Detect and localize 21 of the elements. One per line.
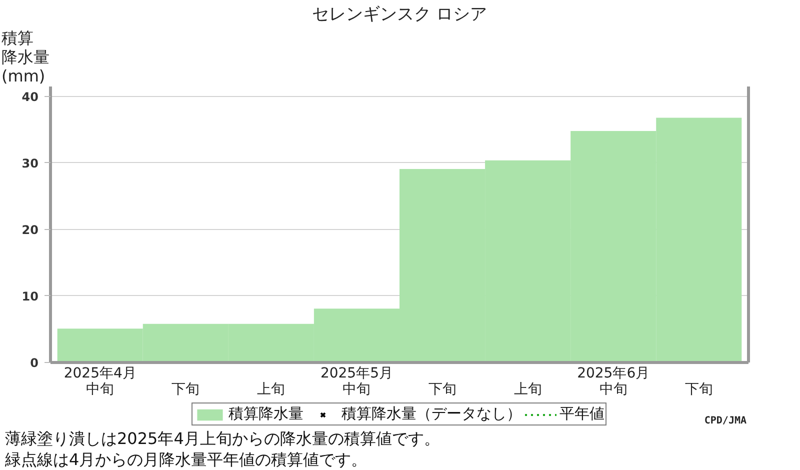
legend-label: 積算降水量（データなし） (342, 404, 522, 424)
y-tick-label: 40 (22, 90, 39, 104)
chart-title: セレンギンスク ロシア (312, 4, 488, 24)
x-tick-label: 2025年6月中旬 (577, 366, 650, 398)
legend-label: 積算降水量 (228, 404, 304, 424)
y-tick-label: 10 (22, 289, 39, 304)
x-tick-label: 2025年5月中旬 (320, 366, 394, 398)
text: 薄緑塗り潰しは2025年4月上旬からの降水量の積算値です。 (4, 428, 441, 449)
text: CPD/JMA (704, 416, 747, 426)
x-tick-label: 下旬 (172, 382, 200, 398)
x-tick-label: 2025年4月中旬 (64, 366, 136, 398)
legend-label: 平年値 (560, 404, 604, 424)
y-tick-label: 20 (22, 222, 39, 237)
x-tick-label: 上旬 (257, 382, 286, 398)
x-tick-label: 下旬 (684, 382, 713, 398)
y-tick-label: 30 (22, 156, 39, 170)
y-axis-title: 積算降水量(mm) (2, 28, 50, 86)
x-tick-label: 下旬 (428, 382, 456, 398)
x-tick-label: 上旬 (514, 382, 542, 398)
text: 緑点線は4月からの月降水量平年値の積算値です。 (4, 449, 368, 470)
y-tick-label: 0 (30, 356, 39, 370)
